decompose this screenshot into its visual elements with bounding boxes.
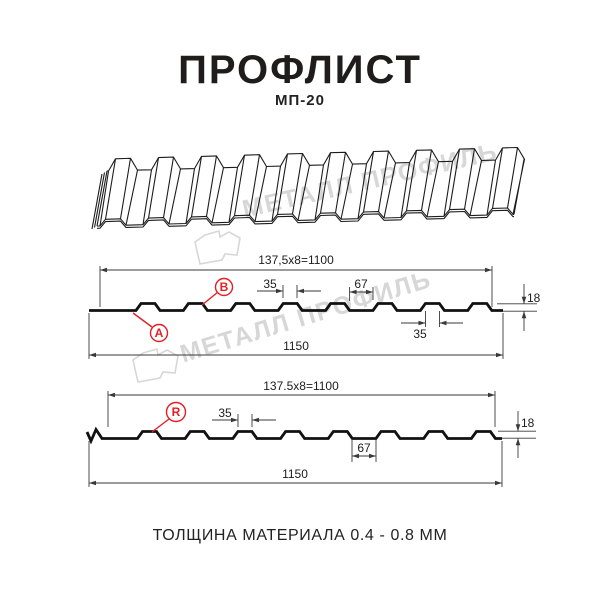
dim-rib-bottom-width: 35 bbox=[413, 327, 427, 341]
dim-height: 18 bbox=[521, 416, 535, 430]
material-thickness-note: ТОЛЩИНА МАТЕРИАЛА 0.4 - 0.8 ММ bbox=[152, 527, 448, 544]
callout-r: R bbox=[172, 405, 181, 419]
dim-rib-spacing: 67 bbox=[357, 441, 371, 455]
dim-full-width: 1150 bbox=[282, 467, 308, 481]
cross-section-top: 137,5x8=1100 35 67 18 35 1150 A B bbox=[88, 253, 541, 359]
callout-markers bbox=[132, 277, 234, 343]
dim-full-width: 1150 bbox=[283, 339, 309, 353]
page-title: ПРОФЛИСТ bbox=[178, 48, 422, 92]
dim-rib-spacing: 67 bbox=[354, 277, 368, 291]
callout-b: B bbox=[220, 280, 229, 294]
dim-rib-top-width: 35 bbox=[218, 406, 232, 420]
callout-markers bbox=[151, 401, 187, 433]
dim-pitch-total: 137,5x8=1100 bbox=[258, 253, 334, 267]
dim-height: 18 bbox=[527, 291, 541, 305]
dim-rib-top-width: 35 bbox=[263, 277, 277, 291]
brand-logo-watermark-icon bbox=[132, 347, 179, 383]
callout-a: A bbox=[155, 326, 164, 340]
sheet-3d-view bbox=[91, 146, 526, 230]
page-subtitle: МП-20 bbox=[275, 92, 325, 109]
dim-pitch-total: 137.5x8=1100 bbox=[263, 379, 339, 393]
cross-section-bottom: 137.5x8=1100 35 18 67 1150 R bbox=[85, 379, 536, 487]
brand-logo-watermark-icon bbox=[194, 229, 241, 265]
